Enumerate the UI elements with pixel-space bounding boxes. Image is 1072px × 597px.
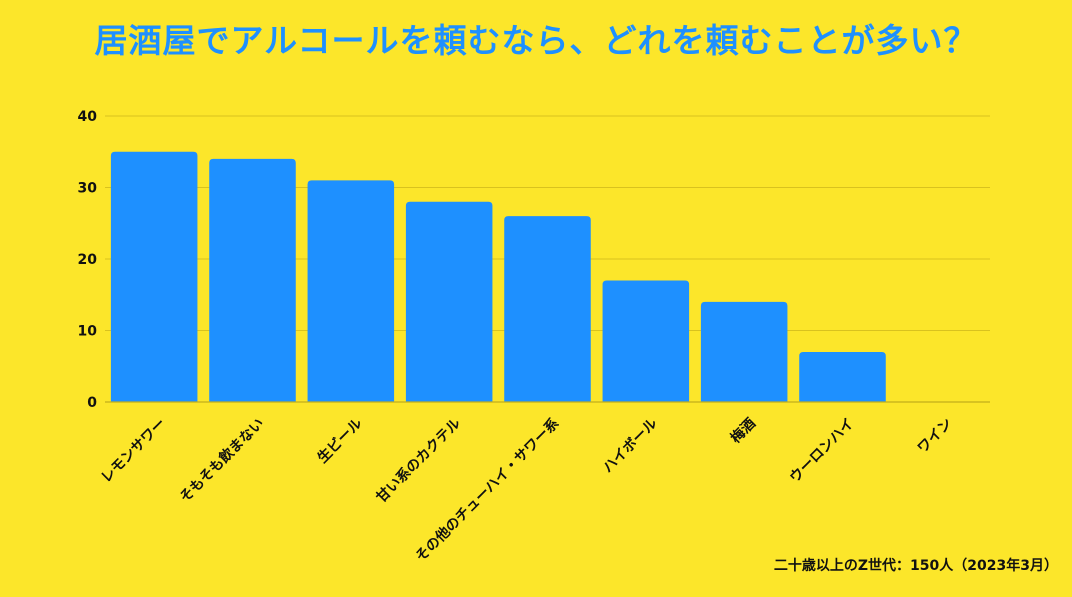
x-category-label: 梅酒 — [727, 415, 759, 447]
bar — [307, 180, 395, 402]
y-tick-label: 40 — [78, 109, 98, 125]
x-axis-labels: レモンサワー そもそも飲まない 生ビール 甘い系のカクテルその他のチューハイ・サワー系… — [98, 415, 955, 565]
y-tick-label: 10 — [78, 324, 98, 340]
x-category-label: ワイン — [915, 416, 956, 457]
bar — [799, 351, 886, 402]
bar — [405, 201, 493, 402]
x-category-label: 甘い系のカクテル — [373, 415, 464, 506]
bar — [602, 280, 690, 402]
y-axis-ticks: 0 10 20 30 40 — [78, 109, 98, 411]
x-category-label: 生ビール — [314, 415, 366, 467]
x-category-label: そもそも飲まない — [176, 415, 267, 506]
bar — [504, 216, 591, 402]
y-tick-label: 0 — [87, 395, 97, 411]
bar — [209, 158, 296, 402]
bar — [700, 301, 788, 402]
x-category-label: ウーロンハイ — [787, 416, 858, 487]
chart-title: 居酒屋でアルコールを頼むなら、どれを頼むことが多い？ — [94, 21, 978, 60]
footnote: 二十歳以上のZ世代：150人（2023年3月） — [773, 558, 1058, 574]
bars — [110, 151, 886, 402]
x-category-label: ハイボール — [600, 416, 661, 477]
y-tick-label: 30 — [78, 181, 98, 197]
bar — [110, 151, 198, 402]
x-category-label: レモンサワー — [98, 416, 169, 487]
y-tick-label: 20 — [78, 252, 98, 268]
